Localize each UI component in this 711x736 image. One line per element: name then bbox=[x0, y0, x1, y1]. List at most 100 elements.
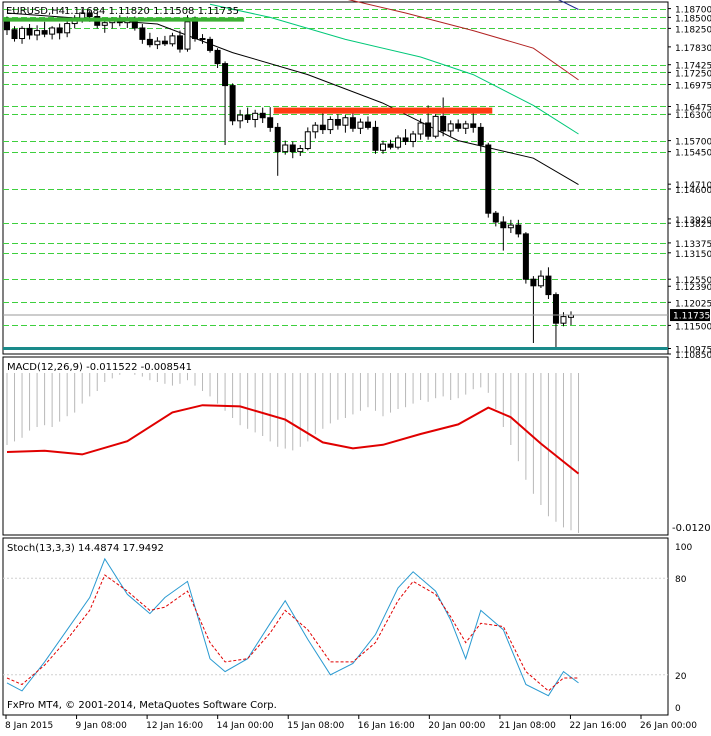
price-chart-title: EURUSD,H4 bbox=[6, 6, 65, 17]
candle-bull bbox=[357, 121, 364, 129]
price-tick-label: 1.18700 bbox=[675, 6, 711, 16]
price-tick-label: 1.13825 bbox=[675, 220, 711, 230]
moving-average-line bbox=[558, 0, 579, 10]
candle-bear bbox=[146, 38, 153, 46]
candle-bull bbox=[297, 148, 304, 153]
candle-bull bbox=[282, 144, 289, 153]
macd-panel-border bbox=[2, 356, 669, 536]
candle-bull bbox=[462, 123, 469, 129]
time-tick-label: 16 Jan 16:00 bbox=[358, 721, 415, 731]
candle-bull bbox=[432, 115, 439, 137]
candle-bull bbox=[101, 22, 108, 26]
moving-average-line bbox=[209, 3, 579, 135]
candle-bull bbox=[312, 124, 319, 133]
time-tick-label: 12 Jan 16:00 bbox=[146, 721, 203, 731]
price-tick-label: 1.14600 bbox=[675, 186, 711, 196]
candle-bull bbox=[34, 30, 41, 36]
candle-bear bbox=[4, 20, 10, 31]
candle-bear bbox=[244, 114, 251, 120]
price-tick-label: 1.12025 bbox=[675, 299, 711, 309]
candle-bear bbox=[349, 117, 356, 129]
stoch-tick-label: 100 bbox=[675, 543, 692, 553]
last-price-label: 1.11735 bbox=[673, 312, 710, 322]
candle-bear bbox=[207, 38, 214, 51]
stoch-signal-line bbox=[6, 574, 579, 692]
candle-bull bbox=[49, 27, 56, 35]
candle-bull bbox=[169, 35, 176, 45]
candle-bear bbox=[139, 27, 146, 40]
candle-bear bbox=[402, 137, 409, 142]
price-tick-label: 1.16975 bbox=[675, 82, 711, 92]
stoch-plot: 100 80 20 0 bbox=[3, 543, 692, 714]
time-tick-label: 8 Jan 2015 bbox=[5, 721, 53, 731]
candle-bull bbox=[327, 118, 334, 131]
price-tick-label: 1.16475 bbox=[675, 104, 711, 114]
price-tick-label: 1.13920 bbox=[675, 216, 711, 226]
candle-bear bbox=[41, 30, 48, 35]
candle-bear bbox=[440, 115, 447, 132]
candle-bull bbox=[237, 114, 244, 122]
candle-bear bbox=[387, 143, 394, 148]
stoch-panel-border bbox=[2, 537, 669, 716]
price-tick-label: 1.14710 bbox=[675, 181, 711, 191]
time-tick-label: 22 Jan 16:00 bbox=[569, 721, 626, 731]
moving-average-line bbox=[6, 12, 579, 186]
time-tick-label: 21 Jan 08:00 bbox=[499, 721, 556, 731]
candle-bull bbox=[395, 137, 402, 148]
candle-bear bbox=[259, 112, 266, 119]
candle-bull bbox=[19, 27, 26, 40]
candle-bear bbox=[267, 117, 274, 128]
candle-bear bbox=[214, 49, 221, 65]
price-tick-label: 1.11500 bbox=[675, 322, 711, 332]
candle-bear bbox=[364, 121, 371, 128]
candle-bear bbox=[161, 40, 168, 45]
candle-bear bbox=[522, 233, 529, 280]
candle-bear bbox=[530, 278, 537, 287]
price-tick-label: 1.17425 bbox=[675, 62, 711, 72]
candle-bull bbox=[537, 275, 544, 287]
ohlc-label: 1.11684 1.11820 1.11508 1.11735 bbox=[64, 6, 239, 17]
time-axis: 8 Jan 2015 9 Jan 08:00 12 Jan 16:00 14 Jan … bbox=[5, 715, 697, 731]
candle-bull bbox=[380, 143, 386, 151]
candle-bear bbox=[229, 85, 236, 122]
candle-bear bbox=[470, 123, 477, 128]
candle-bear bbox=[319, 124, 326, 131]
candle-bull bbox=[252, 112, 259, 120]
time-tick-label: 9 Jan 08:00 bbox=[76, 721, 128, 731]
candle-bear bbox=[222, 63, 229, 87]
candle-bear bbox=[492, 212, 499, 223]
price-tick-label: 1.15700 bbox=[675, 138, 711, 148]
candle-bear bbox=[477, 126, 484, 146]
candle-bull bbox=[304, 131, 311, 150]
candle-bear bbox=[545, 275, 552, 296]
candle-bear bbox=[199, 38, 206, 41]
price-level-lines bbox=[3, 9, 668, 326]
candle-bull bbox=[560, 316, 567, 324]
candle-bull bbox=[154, 40, 161, 46]
candle-bull bbox=[410, 133, 417, 142]
candle-bear bbox=[515, 224, 522, 235]
stoch-tick-label: 0 bbox=[675, 704, 681, 714]
stoch-tick-label: 80 bbox=[675, 575, 687, 585]
candle-bear bbox=[176, 35, 183, 50]
time-tick-label: 26 Jan 00:00 bbox=[640, 721, 697, 731]
candle-bull bbox=[417, 122, 424, 135]
price-tick-label: 1.12550 bbox=[675, 276, 711, 286]
candle-bull bbox=[184, 21, 191, 50]
candle-bear bbox=[274, 126, 281, 153]
stoch-title: Stoch(13,3,3) 14.4874 17.9492 bbox=[7, 543, 164, 554]
candle-bear bbox=[455, 123, 462, 129]
macd-plot bbox=[6, 373, 580, 533]
price-tick-label: 1.18500 bbox=[675, 14, 711, 24]
price-panel-border bbox=[2, 1, 669, 355]
candle-bear bbox=[334, 118, 341, 126]
copyright-label: FxPro MT4, © 2001-2014, MetaQuotes Softw… bbox=[7, 700, 277, 711]
candlesticks bbox=[4, 8, 574, 349]
candle-bear bbox=[86, 12, 93, 18]
price-tick-label: 1.13375 bbox=[675, 240, 711, 250]
last-price-box bbox=[670, 309, 710, 322]
candle-bear bbox=[552, 294, 559, 324]
